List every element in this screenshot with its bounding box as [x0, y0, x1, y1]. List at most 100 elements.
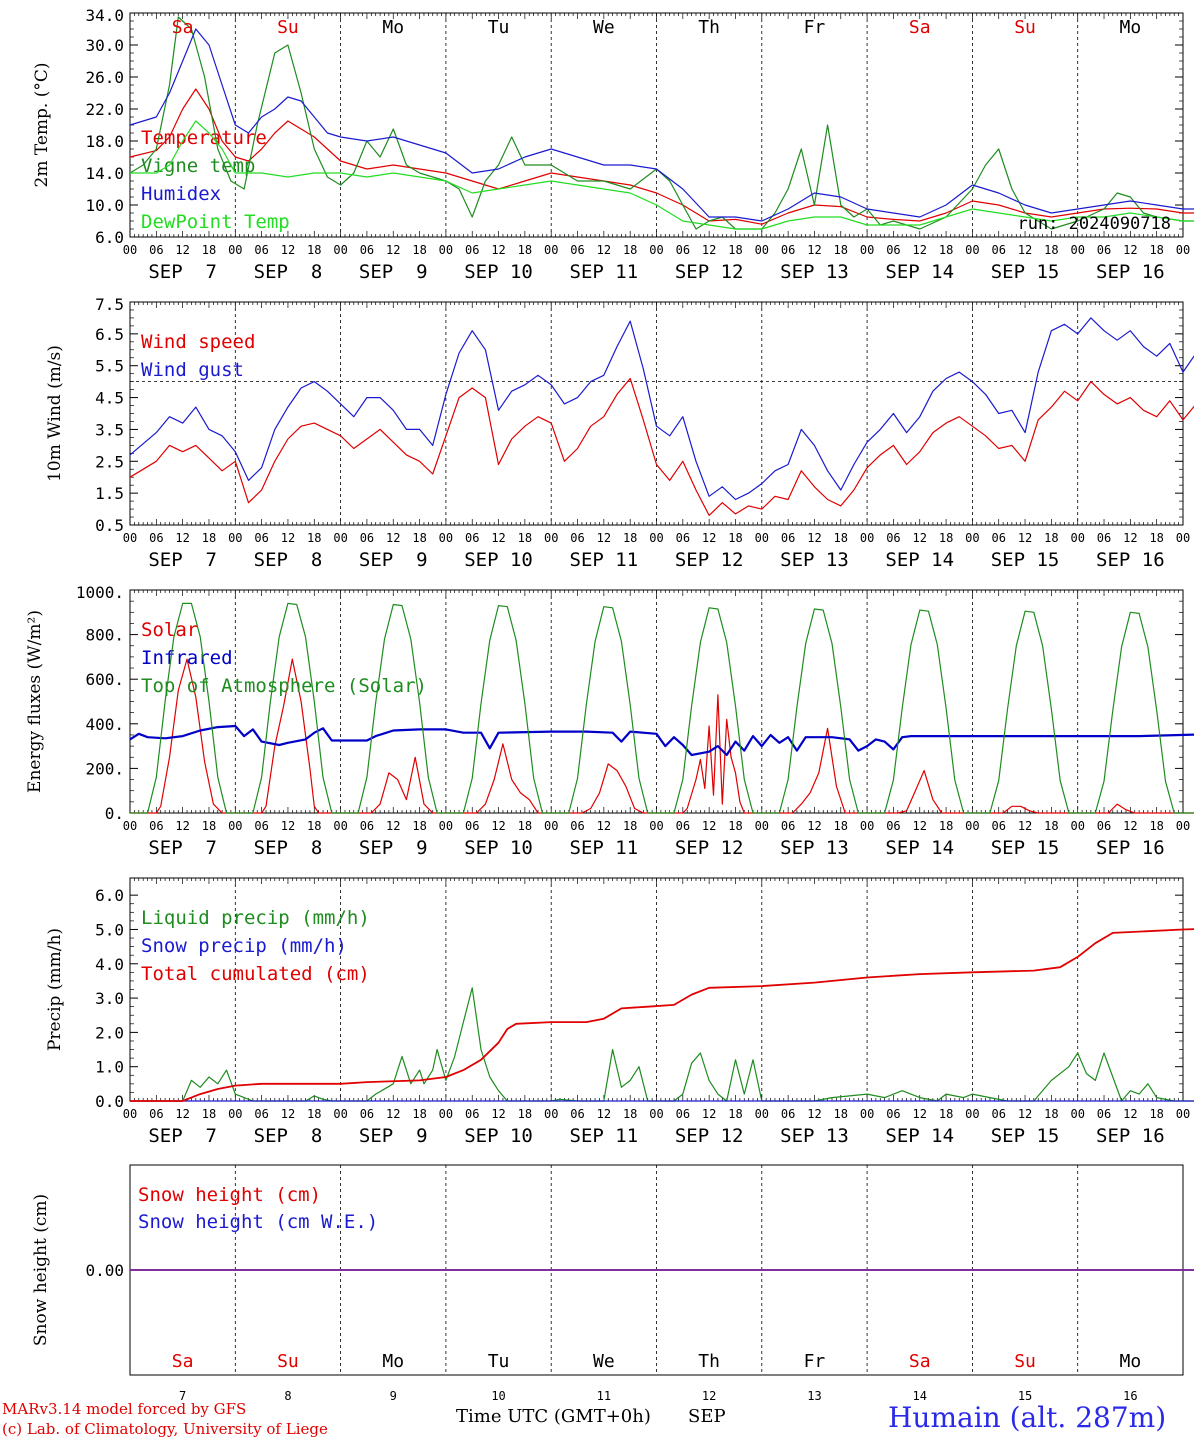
hour-label: 18 [202, 531, 216, 545]
hour-label: 00 [1070, 819, 1084, 833]
y-tick-label: 0.00 [85, 1261, 124, 1280]
series-line-solar [130, 658, 1194, 814]
hour-label: 12 [491, 531, 505, 545]
hour-label: 00 [1176, 1107, 1190, 1121]
date-label: SEP 10 [464, 549, 533, 571]
series-line-temperature [129, 88, 1194, 225]
hour-label: 00 [544, 243, 558, 257]
legend-entry: Snow precip (mm/h) [141, 935, 347, 957]
hour-label: 18 [518, 531, 532, 545]
hour-label: 00 [544, 819, 558, 833]
station-name: Humain (alt. 287m) [888, 1401, 1167, 1434]
hour-label: 18 [623, 243, 637, 257]
hour-label: 12 [807, 531, 821, 545]
y-tick-label: 1000. [76, 583, 124, 602]
hour-label: 18 [1044, 1107, 1058, 1121]
y-tick-label: 4.5 [95, 389, 124, 408]
date-label: SEP 13 [780, 261, 849, 283]
panel-3: 0. 200. 400. 600. 800. 1000. Energy fluxes (W/… [25, 583, 1194, 859]
hour-label: 12 [281, 531, 295, 545]
hour-label: 06 [149, 819, 163, 833]
hour-label: 18 [412, 819, 426, 833]
y-axis-title: Snow height (cm) [31, 1194, 51, 1346]
day-name: We [593, 1351, 615, 1372]
day-name: Tu [488, 17, 510, 38]
hour-label: 06 [886, 243, 900, 257]
hour-label: 18 [307, 1107, 321, 1121]
hour-label: 06 [781, 1107, 795, 1121]
hour-label: 12 [597, 531, 611, 545]
hour-label: 12 [702, 531, 716, 545]
day-number: 12 [702, 1389, 716, 1403]
date-label: SEP 9 [359, 1125, 428, 1147]
hour-label: 18 [1149, 1107, 1163, 1121]
legend-entry: Infrared [141, 647, 233, 669]
date-label: SEP 14 [885, 1125, 954, 1147]
hour-label: 00 [123, 819, 137, 833]
hour-label: 12 [1018, 1107, 1032, 1121]
hour-label: 12 [597, 1107, 611, 1121]
y-tick-label: 34.0 [85, 6, 124, 25]
day-number: 14 [913, 1389, 927, 1403]
hour-label: 00 [1176, 531, 1190, 545]
day-name: Mo [1120, 1351, 1142, 1372]
month-label: SEP [688, 1406, 726, 1427]
hour-label: 18 [1044, 531, 1058, 545]
y-tick-label: 3.5 [95, 420, 124, 439]
day-name: Th [698, 1351, 720, 1372]
date-label: SEP 9 [359, 837, 428, 859]
date-label: SEP 9 [359, 549, 428, 571]
hour-label: 00 [649, 1107, 663, 1121]
legend-entry: Snow height (cm) [138, 1184, 321, 1206]
hour-label: 18 [834, 819, 848, 833]
panel-2: 0.5 1.5 2.5 3.5 4.5 5.5 6.5 7.5 10m Wind (m/s) Wi… [45, 295, 1194, 571]
y-tick-label: 800. [85, 626, 124, 645]
y-tick-label: 200. [85, 759, 124, 778]
hour-label: 18 [623, 819, 637, 833]
y-tick-label: 6.5 [95, 325, 124, 344]
y-tick-label: 1.5 [95, 484, 124, 503]
day-number: 7 [179, 1389, 186, 1403]
hour-label: 18 [623, 531, 637, 545]
hour-label: 00 [1070, 531, 1084, 545]
hour-label: 06 [149, 531, 163, 545]
y-tick-label: 400. [85, 715, 124, 734]
hour-label: 12 [1018, 243, 1032, 257]
legend-entry: Top of Atmosphere (Solar) [141, 675, 427, 697]
plot-frame [129, 301, 1184, 526]
day-name: Sa [909, 17, 931, 38]
hour-label: 00 [439, 1107, 453, 1121]
hour-label: 18 [939, 1107, 953, 1121]
day-name: Su [1014, 17, 1036, 38]
hour-label: 12 [1123, 243, 1137, 257]
hour-label: 12 [597, 819, 611, 833]
date-label: SEP 8 [254, 1125, 323, 1147]
hour-label: 00 [228, 819, 242, 833]
series-line-humidex [129, 28, 1194, 222]
hour-label: 00 [965, 243, 979, 257]
day-name: Th [698, 17, 720, 38]
day-name: Fr [804, 17, 826, 38]
hour-label: 06 [465, 243, 479, 257]
day-name: Sa [172, 1351, 194, 1372]
date-label: SEP 7 [148, 261, 217, 283]
hour-label: 18 [728, 1107, 742, 1121]
y-tick-label: 4.0 [95, 955, 124, 974]
model-credit: MARv3.14 model forced by GFS [2, 1400, 247, 1418]
date-label: SEP 13 [780, 1125, 849, 1147]
hour-label: 00 [439, 819, 453, 833]
legend-entry: Snow height (cm W.E.) [138, 1211, 378, 1233]
date-label: SEP 12 [675, 1125, 744, 1147]
date-label: SEP 15 [991, 261, 1060, 283]
hour-label: 00 [755, 819, 769, 833]
hour-label: 00 [755, 243, 769, 257]
hour-label: 12 [702, 819, 716, 833]
day-name: We [593, 17, 615, 38]
hour-label: 06 [465, 1107, 479, 1121]
date-label: SEP 8 [254, 261, 323, 283]
legend-entry: Vigne temp [141, 155, 255, 177]
date-label: SEP 7 [148, 1125, 217, 1147]
y-tick-label: 26.0 [85, 68, 124, 87]
hour-label: 12 [386, 531, 400, 545]
hour-label: 12 [386, 243, 400, 257]
